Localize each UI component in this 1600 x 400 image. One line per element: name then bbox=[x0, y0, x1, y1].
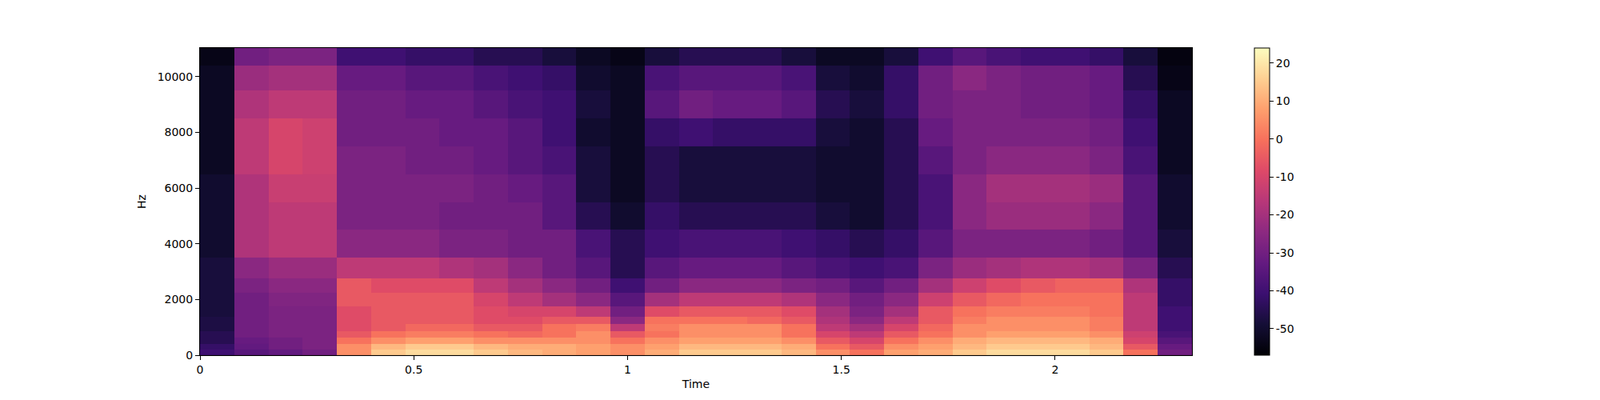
svg-text:10: 10 bbox=[1276, 94, 1291, 108]
svg-text:0: 0 bbox=[185, 348, 193, 362]
svg-text:4000: 4000 bbox=[164, 237, 194, 251]
svg-text:6000: 6000 bbox=[164, 181, 194, 195]
svg-text:-40: -40 bbox=[1276, 284, 1295, 297]
svg-text:-50: -50 bbox=[1276, 322, 1295, 336]
svg-text:1: 1 bbox=[624, 363, 632, 376]
svg-text:2: 2 bbox=[1052, 363, 1060, 376]
svg-text:-30: -30 bbox=[1276, 246, 1295, 260]
svg-text:0: 0 bbox=[1276, 132, 1284, 146]
svg-text:1.5: 1.5 bbox=[832, 363, 851, 376]
svg-text:0: 0 bbox=[196, 363, 204, 376]
svg-text:Hz: Hz bbox=[135, 194, 148, 209]
svg-text:Time: Time bbox=[681, 377, 710, 391]
svg-text:8000: 8000 bbox=[164, 125, 194, 139]
svg-text:20: 20 bbox=[1276, 56, 1291, 70]
svg-text:2000: 2000 bbox=[164, 292, 194, 306]
svg-text:-20: -20 bbox=[1276, 208, 1295, 221]
svg-text:10000: 10000 bbox=[157, 70, 194, 84]
svg-text:0.5: 0.5 bbox=[404, 363, 423, 376]
svg-text:-10: -10 bbox=[1276, 170, 1295, 184]
